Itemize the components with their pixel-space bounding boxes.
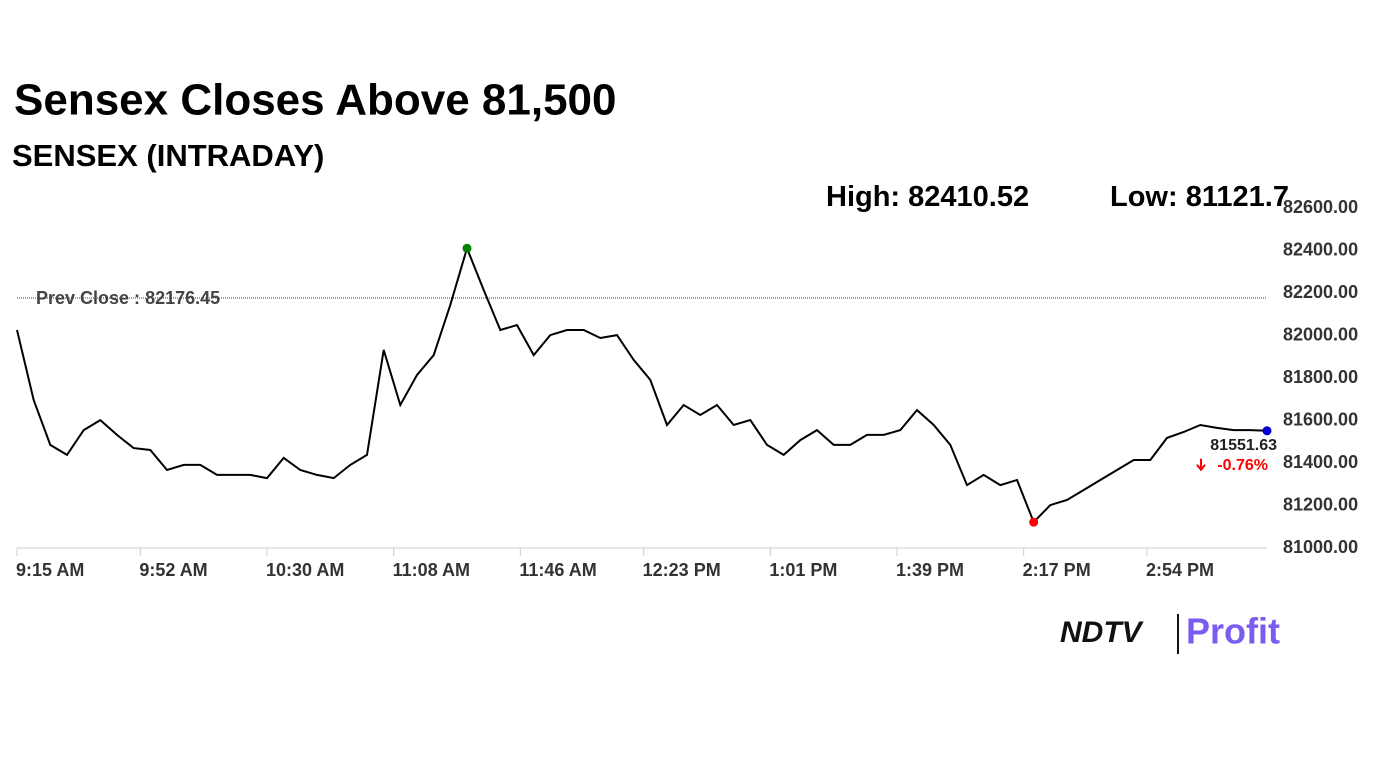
logo-brand: NDTV [1060,616,1145,649]
x-tick-label: 1:01 PM [769,560,837,580]
y-tick-label: 81800.00 [1283,367,1358,387]
y-tick-label: 81200.00 [1283,494,1358,514]
low-value: 81121.7 [1186,181,1289,213]
high-marker [462,243,472,253]
y-tick-label: 81000.00 [1283,537,1358,557]
chart-subtitle: SENSEX (INTRADAY) [12,138,324,173]
down-arrow [1196,458,1206,472]
prev-close-text: Prev Close : [36,288,140,308]
change-label: -0.76% [1217,457,1268,474]
prev-close-value: 82176.45 [145,288,220,308]
last-marker [1262,426,1272,436]
y-tick-label: 82200.00 [1283,282,1358,302]
y-tick-label: 82000.00 [1283,324,1358,344]
high-value: 82410.52 [908,181,1029,213]
y-tick-label: 82400.00 [1283,239,1358,259]
high-label: High: [826,181,900,213]
x-tick-label: 2:17 PM [1023,560,1091,580]
logo: NDTV Profit [1060,611,1280,654]
low-stat: Low: 81121.7 [1110,181,1289,213]
x-tick-label: 2:54 PM [1146,560,1214,580]
x-tick-label: 11:08 AM [393,560,470,580]
y-tick-label: 82600.00 [1283,197,1358,217]
prev-close-label: Prev Close : 82176.45 [36,288,220,308]
price-line [16,245,1268,524]
y-tick-label: 81600.00 [1283,409,1358,429]
high-stat: High: 82410.52 [826,181,1029,213]
x-tick-label: 9:15 AM [16,560,84,580]
x-tick-label: 1:39 PM [896,560,964,580]
x-tick-label: 9:52 AM [139,560,207,580]
x-tick-label: 12:23 PM [643,560,721,580]
x-tick-label: 11:46 AM [519,560,596,580]
logo-product: Profit [1186,611,1280,652]
y-tick-label: 81400.00 [1283,452,1358,472]
last-value-label: 81551.63 [1210,437,1277,454]
low-label: Low: [1110,181,1178,213]
low-marker [1029,517,1039,527]
x-tick-label: 10:30 AM [266,560,344,580]
chart-title: Sensex Closes Above 81,500 [14,76,617,125]
